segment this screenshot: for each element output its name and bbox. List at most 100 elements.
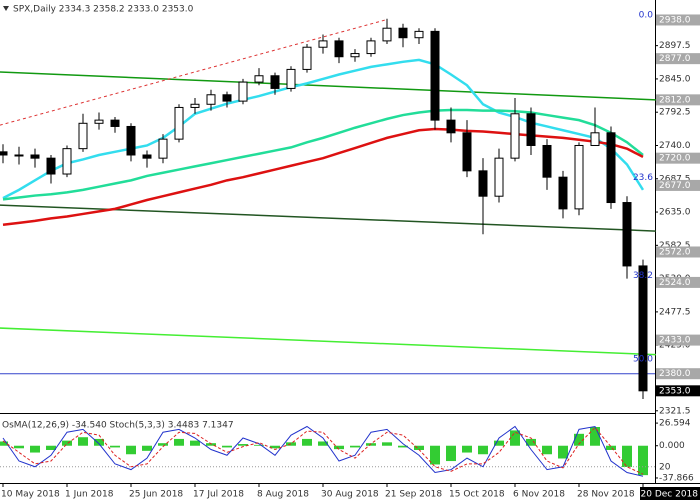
level-label: 2720.0 — [659, 154, 691, 164]
osma-bar — [574, 433, 584, 446]
candle-body — [318, 40, 328, 48]
candle-body — [542, 144, 552, 178]
level-label: 2572.0 — [659, 247, 691, 257]
x-tick-label: 6 Nov 2018 — [513, 490, 565, 500]
candle-body — [638, 265, 648, 392]
stoch-line — [2, 426, 644, 475]
osma-bar — [622, 445, 632, 468]
candle-body — [62, 148, 72, 175]
osma-bar — [222, 445, 232, 448]
y-tick-label: 2582.5 — [659, 241, 691, 251]
osma-bar — [174, 438, 184, 446]
trendline — [0, 71, 656, 101]
last-price-box — [656, 385, 700, 397]
level-label: 2938.0 — [659, 15, 691, 25]
level-label: 2677.0 — [659, 181, 691, 191]
trendline — [0, 19, 386, 126]
candle-body — [142, 154, 152, 159]
osma-bar — [270, 445, 280, 449]
osma-bar — [526, 438, 536, 446]
osma-tick-label: 26.594 — [659, 419, 691, 429]
candle-body — [510, 113, 520, 159]
candle-body — [158, 138, 168, 159]
candle-body — [0, 151, 8, 156]
candle-body — [302, 46, 312, 70]
osma-bar — [94, 438, 104, 446]
level-box — [656, 334, 700, 346]
level-box — [656, 246, 700, 258]
candle-body — [430, 30, 440, 121]
x-tick-label: 17 Jul 2018 — [193, 490, 244, 500]
x-tick-label: 28 Nov 2018 — [577, 490, 635, 500]
candle-body — [462, 132, 472, 172]
osma-bar — [46, 445, 56, 450]
osma-bar — [14, 445, 24, 449]
osma-bar — [30, 445, 40, 453]
level-label: 2812.0 — [659, 95, 691, 105]
osma-bar — [414, 445, 424, 450]
candle-body — [94, 119, 104, 124]
candle-body — [366, 40, 376, 55]
candle-body — [238, 81, 248, 102]
x-tick-label: 8 Aug 2018 — [257, 490, 309, 500]
osma-bar — [478, 445, 488, 455]
candle-body — [206, 94, 216, 105]
candle-body — [526, 113, 536, 146]
candle-body — [254, 75, 264, 83]
osma-bar — [334, 445, 344, 450]
candle-body — [190, 103, 200, 108]
fib-label: 38.2 — [633, 271, 653, 281]
osma-bar — [0, 441, 8, 446]
osma-bar — [126, 445, 136, 455]
candle-body — [382, 27, 392, 42]
candle-body — [110, 119, 120, 127]
osma-bar — [606, 445, 616, 450]
y-tick-label: 2897.5 — [659, 41, 691, 51]
y-tick-label: 2321.5 — [659, 406, 691, 416]
y-tick-label: 2740.0 — [659, 141, 691, 151]
y-tick-label: 2687.5 — [659, 174, 691, 184]
level-box — [656, 53, 700, 65]
osma-bar — [638, 445, 648, 476]
y-tick-label: 2425.0 — [659, 341, 691, 351]
candle-body — [494, 157, 504, 197]
osma-bar — [62, 440, 72, 446]
fib-label: 0.0 — [639, 10, 654, 20]
level-box — [656, 94, 700, 106]
osma-bar — [190, 440, 200, 446]
osma-bar — [78, 437, 88, 446]
level-box — [656, 368, 700, 380]
candle-body — [174, 106, 184, 140]
osma-bar — [558, 445, 568, 459]
candle-body — [270, 75, 280, 89]
trendline — [0, 327, 656, 356]
osma-bar — [510, 430, 520, 446]
osma-bar — [110, 445, 120, 448]
stoch-tick-label: 20 — [659, 462, 671, 472]
candle-body — [334, 40, 344, 58]
candle-body — [350, 53, 360, 58]
osma-bar — [494, 440, 504, 446]
osma-bar — [446, 445, 456, 462]
candle-body — [622, 202, 632, 267]
candle-body — [574, 144, 584, 210]
x-tick-label: 20 Dec 2018 — [641, 490, 699, 500]
level-box — [656, 179, 700, 191]
level-box — [656, 14, 700, 26]
x-tick-label: 25 Jun 2018 — [129, 490, 183, 500]
candle-body — [222, 94, 232, 102]
level-box — [656, 276, 700, 288]
candle-body — [14, 154, 24, 157]
x-tick-label: 30 Aug 2018 — [321, 490, 379, 500]
moving-average — [2, 108, 644, 201]
osma-bar — [366, 443, 376, 446]
candle-body — [398, 27, 408, 39]
fib-label: 50.0 — [633, 355, 653, 365]
level-label: 2380.0 — [659, 369, 691, 379]
x-tick-label: 1 Jun 2018 — [65, 490, 114, 500]
osma-bar — [318, 441, 328, 446]
candle-body — [30, 154, 40, 159]
candle-body — [414, 30, 424, 39]
candle-body — [286, 68, 296, 89]
